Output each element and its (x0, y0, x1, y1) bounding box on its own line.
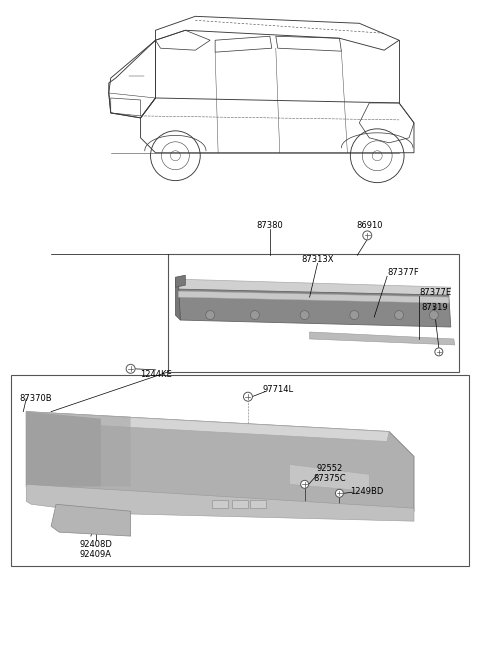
Circle shape (126, 365, 135, 373)
Circle shape (300, 480, 309, 488)
Polygon shape (179, 291, 449, 303)
Text: 92552: 92552 (316, 464, 343, 473)
Circle shape (206, 311, 215, 319)
Polygon shape (310, 332, 455, 345)
Polygon shape (179, 279, 451, 295)
Circle shape (251, 311, 259, 319)
Text: 87377F: 87377F (387, 268, 419, 277)
Circle shape (243, 392, 252, 401)
Polygon shape (51, 505, 131, 536)
Polygon shape (290, 464, 369, 491)
Circle shape (300, 311, 309, 319)
Polygon shape (175, 275, 185, 287)
Text: 87380: 87380 (256, 221, 283, 230)
Polygon shape (26, 412, 101, 486)
Text: 97714L: 97714L (262, 385, 293, 394)
Circle shape (363, 231, 372, 240)
Bar (250, 500, 266, 509)
Circle shape (336, 489, 343, 497)
Text: 1249BD: 1249BD (350, 487, 384, 496)
Text: 87370B: 87370B (20, 394, 52, 403)
Circle shape (430, 311, 438, 319)
Circle shape (395, 311, 404, 319)
Text: 87375C: 87375C (313, 474, 346, 483)
Text: 92408D: 92408D (79, 539, 112, 549)
Text: 87313X: 87313X (301, 255, 334, 264)
Bar (212, 500, 228, 509)
Polygon shape (26, 484, 414, 521)
Polygon shape (26, 412, 414, 511)
Bar (232, 500, 248, 509)
Text: 86910: 86910 (356, 221, 383, 230)
Text: 87377E: 87377E (419, 288, 451, 297)
Circle shape (435, 348, 443, 356)
Bar (12, 374, 468, 566)
Text: 1244KE: 1244KE (140, 371, 171, 379)
Polygon shape (179, 289, 451, 327)
Circle shape (350, 311, 359, 319)
Polygon shape (175, 279, 180, 320)
Bar (168, 254, 459, 372)
Text: 92409A: 92409A (80, 549, 112, 558)
Text: 87319: 87319 (421, 303, 447, 311)
Polygon shape (26, 412, 389, 442)
Polygon shape (26, 412, 131, 486)
